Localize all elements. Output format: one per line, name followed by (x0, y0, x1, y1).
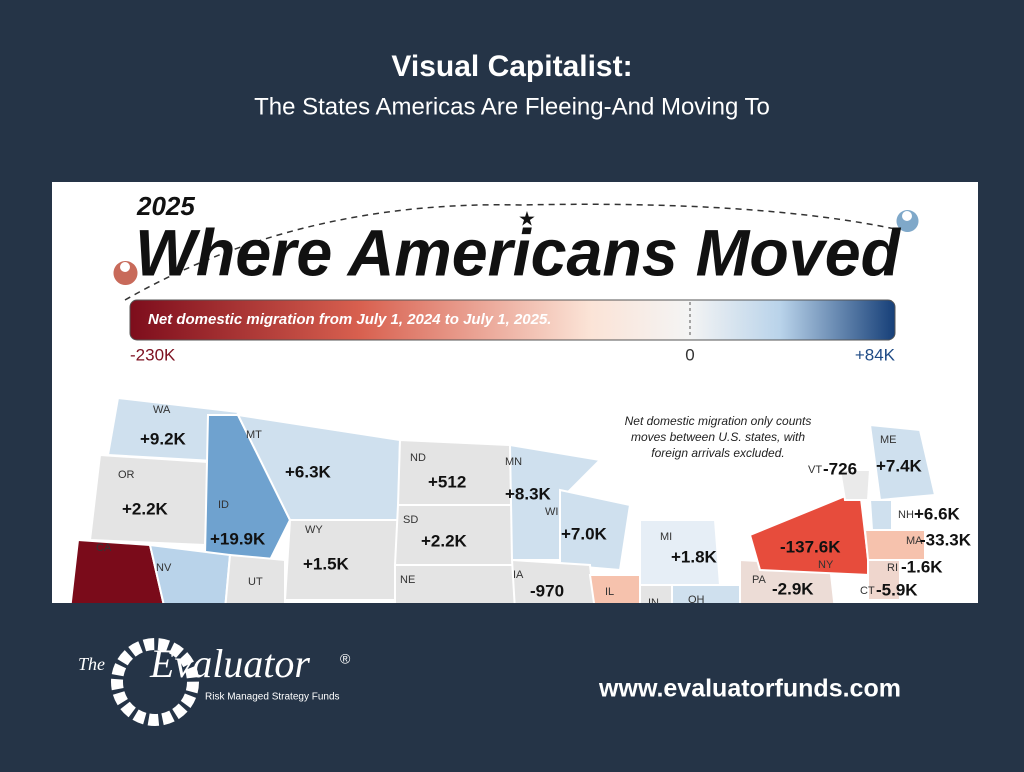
state-abbr: NH (898, 509, 914, 521)
state-abbr: CT (860, 585, 875, 597)
note: Net domestic migration only counts moves… (625, 414, 812, 460)
state-value: +1.5K (303, 554, 350, 573)
state-value: +512 (428, 472, 466, 491)
state-abbr: MT (246, 429, 262, 441)
note-line: Net domestic migration only counts (625, 414, 812, 428)
state-abbr: PA (752, 574, 767, 586)
state-abbr: IA (513, 569, 524, 581)
infographic-title: Where Americans Moved (135, 215, 902, 289)
subtitle: The States Americas Are Fleeing-And Movi… (254, 93, 770, 120)
state-abbr: CA (96, 542, 112, 554)
state-abbr: RI (887, 562, 898, 574)
state-value: -5.9K (876, 580, 918, 599)
state-abbr: ID (218, 499, 229, 511)
infographic: ★ 2025 Where Americans Moved Net domesti… (52, 182, 978, 609)
state-value: +6.3K (285, 462, 332, 481)
logo-mark: ® (340, 651, 351, 667)
logo-name: Evaluator (149, 641, 310, 686)
state-abbr: MA (906, 535, 923, 547)
state-value: +1.8K (671, 547, 718, 566)
state-value: -137.6K (780, 537, 841, 556)
scale-caption: Net domestic migration from July 1, 2024… (148, 311, 551, 328)
svg-text:★: ★ (518, 208, 536, 230)
state-value: -2.9K (772, 579, 814, 598)
state-abbr: ND (410, 452, 426, 464)
state-value: +7.4K (876, 456, 923, 475)
year: 2025 (136, 191, 195, 221)
state-abbr: IL (605, 586, 614, 598)
state-abbr: MI (660, 531, 672, 543)
state-abbr: NE (400, 574, 415, 586)
state-value: +19.9K (210, 529, 266, 548)
state-abbr: OR (118, 469, 135, 481)
logo: The Evaluator ® Risk Managed Strategy Fu… (78, 638, 351, 726)
state-abbr: SD (403, 514, 418, 526)
state-value: +2.2K (122, 499, 169, 518)
state-abbr: NY (818, 559, 834, 571)
state-value: -726 (823, 459, 857, 478)
note-line: foreign arrivals excluded. (651, 446, 784, 460)
scale-min: -230K (130, 345, 176, 364)
state-abbr: WY (305, 524, 323, 536)
state-abbr: IN (648, 597, 659, 609)
state-abbr: OH (688, 594, 705, 606)
state-abbr: WI (545, 506, 558, 518)
map (69, 396, 937, 603)
state-value: -33.3K (920, 530, 972, 549)
url: www.evaluatorfunds.com (598, 675, 901, 703)
state-abbr: VT (808, 464, 822, 476)
logo-tagline: Risk Managed Strategy Funds (205, 692, 340, 703)
state-value: +2.2K (421, 531, 468, 550)
state-value: -970 (530, 581, 564, 600)
state-value: +8.3K (505, 484, 552, 503)
state-value: +7.0K (561, 524, 608, 543)
state-abbr: WA (153, 404, 171, 416)
state-value: -1.6K (901, 557, 943, 576)
state-abbr: UT (248, 576, 263, 588)
note-line: moves between U.S. states, with (631, 430, 805, 444)
scale-max: +84K (855, 345, 896, 364)
title: Visual Capitalist: (391, 50, 632, 83)
state-value: +9.2K (140, 429, 187, 448)
scale-mid: 0 (685, 345, 694, 364)
state-value: +6.6K (914, 504, 961, 523)
logo-prefix: The (78, 654, 105, 674)
state-abbr: MN (505, 456, 522, 468)
state-abbr: ME (880, 434, 897, 446)
state-abbr: NV (156, 562, 172, 574)
